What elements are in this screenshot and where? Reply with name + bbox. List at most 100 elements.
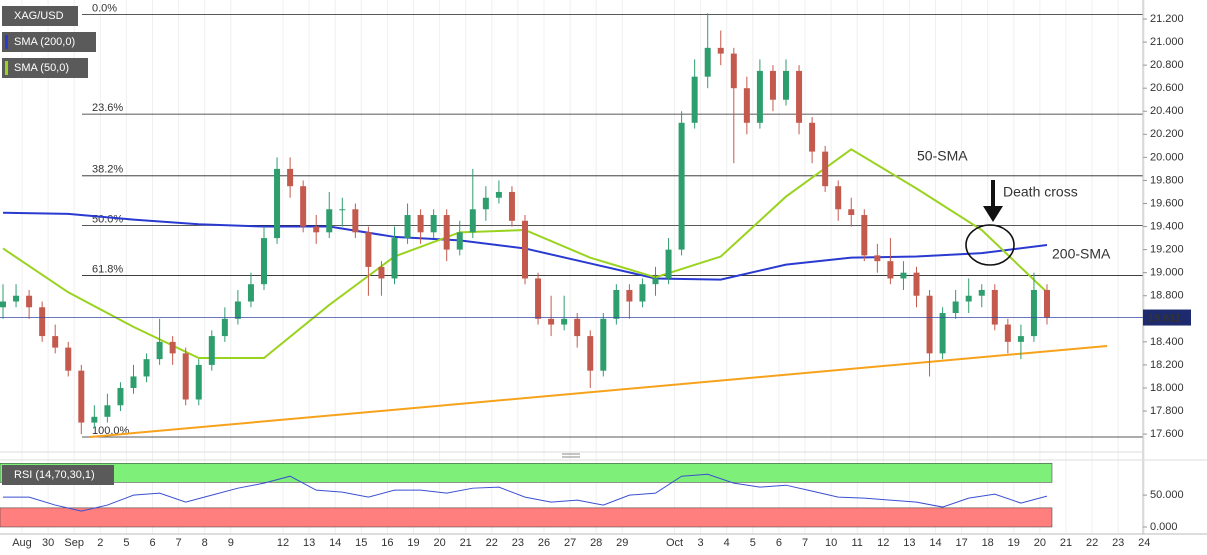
candle-body (326, 209, 333, 233)
candle-body (169, 341, 176, 354)
candle-body (535, 278, 542, 319)
candle-body (678, 122, 685, 250)
y-tick-label: 19.000 (1150, 267, 1184, 279)
fib-label: 23.6% (92, 102, 123, 114)
y-tick-label: 19.200 (1150, 244, 1184, 256)
candle-body (378, 266, 385, 279)
x-tick-label: 18 (982, 537, 994, 549)
candle-body (783, 70, 789, 100)
candle-body (195, 364, 202, 400)
candle-body (796, 70, 803, 123)
candle-body (691, 76, 698, 123)
candle-body (848, 209, 855, 216)
legend-box (2, 6, 78, 26)
y-tick-label: 18.200 (1150, 359, 1184, 371)
y-tick-label: 19.600 (1150, 197, 1184, 209)
candle-body (234, 301, 241, 319)
y-tick-label: 19.800 (1150, 174, 1184, 186)
y-tick-label: 18.400 (1150, 336, 1184, 348)
y-tick-label: 17.800 (1150, 405, 1184, 417)
y-tick-label: 19.400 (1150, 220, 1184, 232)
x-tick-label: 11 (851, 537, 862, 549)
y-tick-label: 21.000 (1150, 36, 1184, 48)
candle-body (991, 289, 998, 325)
candle-body (443, 215, 450, 250)
candle-body (313, 226, 320, 233)
candle-body (665, 249, 672, 279)
x-tick-label: Oct (666, 537, 683, 549)
candle-body (482, 197, 489, 210)
legend: XAG/USD SMA (200,0) SMA (50,0) (2, 6, 96, 78)
candle-body (352, 209, 359, 233)
x-tick-label: 12 (877, 537, 889, 549)
x-tick-label: 5 (123, 537, 129, 549)
candle-body (130, 376, 137, 388)
candle-body (117, 387, 124, 406)
candle-body (874, 255, 881, 262)
candle-body (469, 209, 476, 233)
last-price-tag (1143, 309, 1191, 326)
candle-body (652, 278, 659, 285)
x-tick-label: 27 (564, 537, 576, 549)
last-price-label: 18.611 (1148, 312, 1181, 324)
candle-body (404, 215, 411, 239)
y-tick-label: 20.400 (1150, 105, 1184, 117)
legend-label: RSI (14,70,30,1) (14, 469, 95, 481)
x-tick-label: 22 (1086, 537, 1098, 549)
candle-body (926, 295, 933, 354)
candle-body (939, 313, 946, 354)
candle-body (743, 88, 750, 123)
legend-swatch (5, 35, 8, 49)
candle-body (26, 295, 33, 308)
death-cross-arrow (983, 180, 1003, 222)
candle-body (952, 301, 959, 314)
x-tick-label: 20 (1034, 537, 1046, 549)
x-tick-label: 13 (303, 537, 315, 549)
annotation: 50-SMA (917, 148, 968, 164)
candle-body (561, 318, 568, 325)
candle-body (13, 295, 20, 302)
x-tick-label: 9 (228, 537, 234, 549)
candle-body (548, 318, 555, 325)
candle-body (600, 318, 607, 371)
x-tick-label: 17 (955, 537, 967, 549)
separator-handle[interactable] (562, 453, 580, 458)
x-tick-label: 13 (903, 537, 915, 549)
legend-swatch (5, 61, 8, 75)
candle-body (221, 318, 228, 337)
legend-entry: SMA (200,0) (2, 32, 96, 52)
candle-body (78, 370, 85, 423)
legend-entry: XAG/USD (2, 6, 78, 26)
x-tick-label: 14 (929, 537, 941, 549)
candle-body (626, 289, 633, 302)
fib-label: 0.0% (92, 2, 117, 14)
candle-body (822, 151, 829, 187)
x-tick-label: 16 (381, 537, 393, 549)
x-tick-label: 7 (176, 537, 182, 549)
candle-body (0, 301, 6, 308)
x-tick-label: Aug (12, 537, 32, 549)
fib-label: 38.2% (92, 164, 123, 176)
rsi-line (3, 473, 1048, 512)
x-tick-label: 22 (486, 537, 498, 549)
x-tick-label: 5 (750, 537, 756, 549)
legend-label: XAG/USD (14, 10, 64, 22)
x-tick-label: 14 (329, 537, 341, 549)
x-tick-label: 26 (538, 537, 550, 549)
candle-body (456, 232, 463, 250)
candle-body (104, 405, 111, 417)
legend-box (2, 32, 96, 52)
grid (21, 0, 1145, 534)
candle-body (835, 186, 842, 210)
candle-body (756, 70, 763, 123)
x-tick-label: Sep (64, 537, 84, 549)
y-tick-label: 20.800 (1150, 59, 1184, 71)
x-tick-label: 6 (776, 537, 782, 549)
candle-body (208, 336, 215, 365)
y-tick-label: 20.200 (1150, 128, 1184, 140)
candle-body (91, 416, 98, 423)
x-tick-label: 15 (355, 537, 367, 549)
annotation: Death cross (1003, 184, 1078, 200)
